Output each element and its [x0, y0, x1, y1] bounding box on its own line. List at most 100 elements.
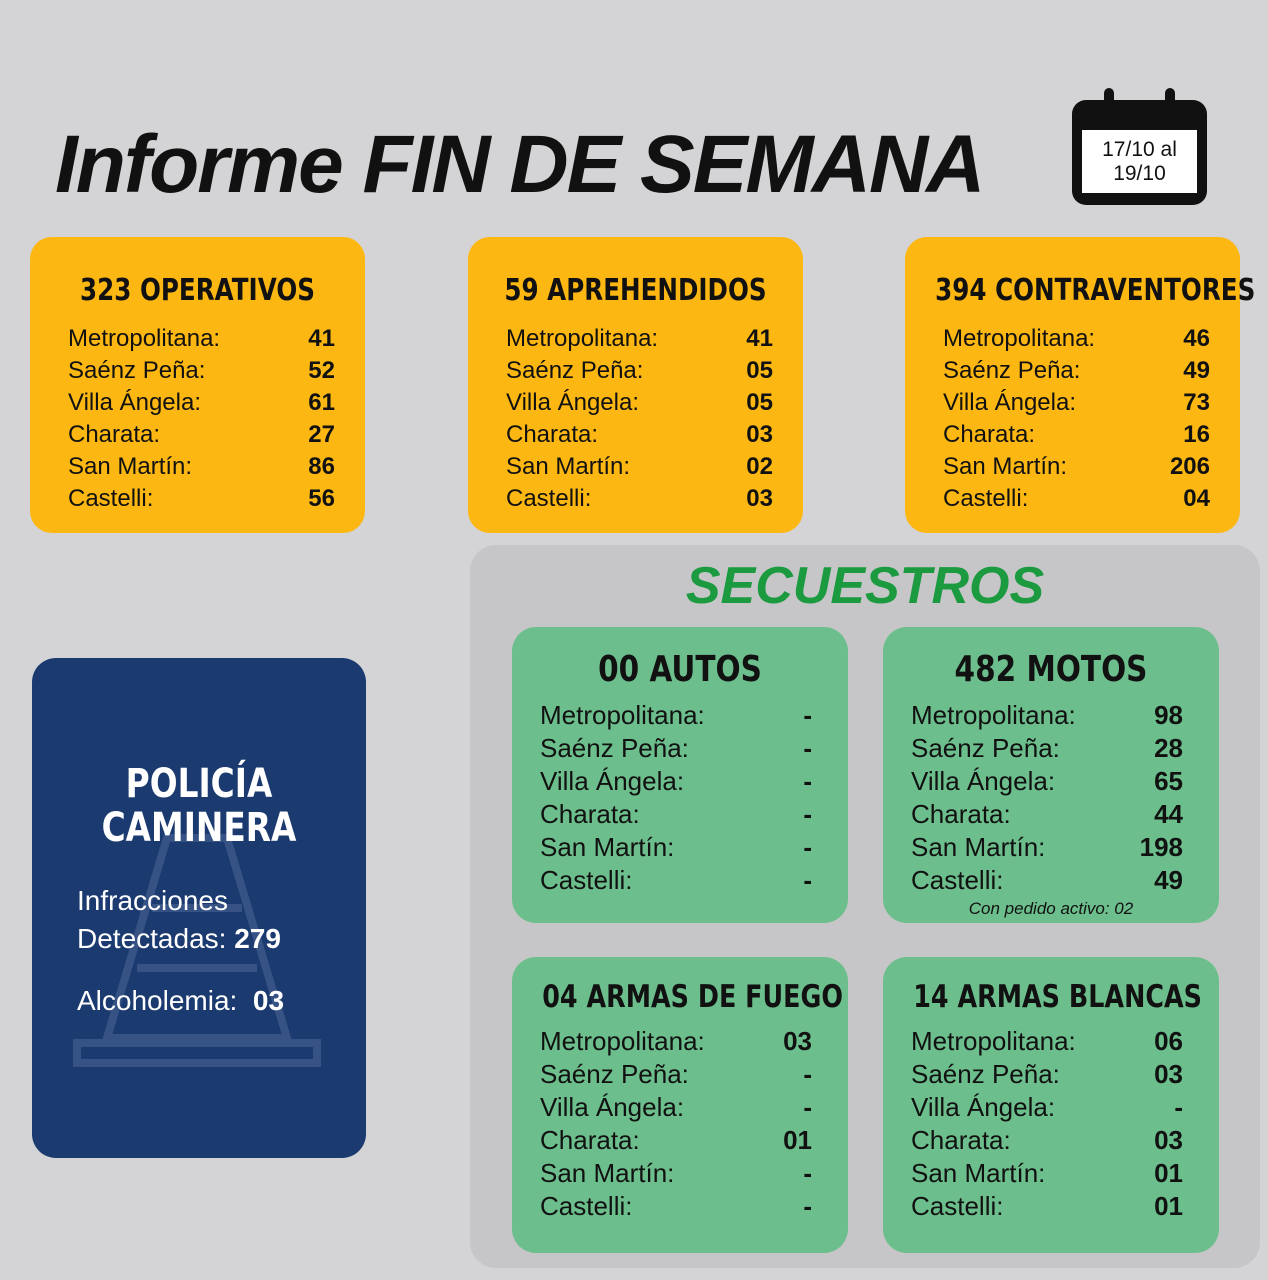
region-label: Charata: — [911, 1125, 1011, 1155]
region-value: - — [803, 1092, 812, 1122]
table-row: Metropolitana: 41 — [506, 323, 773, 355]
region-label: Villa Ángela: — [911, 1092, 1056, 1122]
region-value: 03 — [1154, 1059, 1183, 1089]
region-value: 49 — [1154, 865, 1183, 895]
region-label: Metropolitana: — [943, 325, 1096, 352]
card-header: 59 APREHENDIDOS — [504, 273, 767, 308]
title-normal: Informe — [55, 119, 363, 210]
table-row: Metropolitana: 06 — [911, 1025, 1183, 1058]
table-row: Saénz Peña: - — [540, 732, 812, 765]
region-value: 27 — [308, 421, 335, 448]
region-label: Villa Ángela: — [943, 389, 1076, 416]
region-label: Metropolitana: — [540, 700, 705, 730]
table-row: Charata: 03 — [911, 1124, 1183, 1157]
table-row: Villa Ángela: - — [540, 765, 812, 798]
region-value: 16 — [1183, 421, 1210, 448]
stat-card: 394 CONTRAVENTORES Metropolitana: 46 Saénz … — [905, 237, 1255, 533]
table-row: Villa Ángela: - — [911, 1091, 1183, 1124]
card-rows: Metropolitana: 98 Saénz Peña: 28 Villa Ángel… — [911, 699, 1183, 897]
region-label: San Martín: — [943, 453, 1068, 480]
table-row: San Martín: - — [540, 1157, 812, 1190]
card-rows: Metropolitana: 46 Saénz Peña: 49 Villa Ángel… — [943, 323, 1210, 515]
table-row: Saénz Peña: 49 — [943, 355, 1210, 387]
region-value: - — [803, 1191, 812, 1221]
region-value: 52 — [308, 357, 335, 384]
region-label: Castelli: — [68, 485, 154, 512]
card-rows: Metropolitana: 06 Saénz Peña: 03 Villa Ángel… — [911, 1025, 1183, 1223]
table-row: San Martín: 02 — [506, 451, 773, 483]
region-value: 01 — [1154, 1191, 1183, 1221]
calendar-icon: 17/10 al 19/10 — [1072, 88, 1207, 205]
table-row: Castelli: 01 — [911, 1190, 1183, 1223]
table-row: San Martín: - — [540, 831, 812, 864]
table-row: Charata: 16 — [943, 419, 1210, 451]
table-row: Saénz Peña: 52 — [68, 355, 335, 387]
traffic-cone-icon — [73, 834, 321, 1067]
stat-card: 323 OPERATIVOS Metropolitana: 41 Saénz Peña… — [30, 237, 365, 533]
region-label: Charata: — [540, 799, 640, 829]
region-value: 04 — [1183, 485, 1210, 512]
region-value: - — [803, 700, 812, 730]
region-value: 01 — [783, 1125, 812, 1155]
region-value: 06 — [1154, 1026, 1183, 1056]
table-row: Castelli: - — [540, 864, 812, 897]
region-value: 03 — [746, 485, 773, 512]
region-label: Castelli: — [540, 1191, 633, 1221]
card-rows: Metropolitana: 41 Saénz Peña: 52 Villa Ángel… — [68, 323, 335, 515]
infracciones-label: Infracciones — [77, 885, 228, 916]
active-warrant-note: Con pedido activo: 02 — [968, 899, 1134, 918]
table-row: Castelli: 56 — [68, 483, 335, 515]
table-row: Saénz Peña: - — [540, 1058, 812, 1091]
region-value: 03 — [1154, 1125, 1183, 1155]
table-row: Saénz Peña: 28 — [911, 732, 1183, 765]
alcoholemia-label: Alcoholemia: — [77, 985, 238, 1016]
detectadas-label: Detectadas: — [77, 923, 227, 954]
region-value: 02 — [746, 453, 773, 480]
region-value: 206 — [1169, 453, 1210, 480]
region-label: Villa Ángela: — [540, 766, 685, 796]
region-value: - — [803, 832, 812, 862]
table-row: Saénz Peña: 03 — [911, 1058, 1183, 1091]
card-header: 04 ARMAS DE FUEGO — [542, 979, 844, 1015]
region-label: Charata: — [943, 421, 1036, 448]
region-value: - — [803, 766, 812, 796]
region-label: Saénz Peña: — [540, 733, 689, 763]
region-label: Castelli: — [540, 865, 633, 895]
table-row: Charata: 27 — [68, 419, 335, 451]
region-label: San Martín: — [540, 832, 675, 862]
region-value: 03 — [746, 421, 773, 448]
region-value: 65 — [1154, 766, 1183, 796]
table-row: San Martín: 86 — [68, 451, 335, 483]
table-row: Metropolitana: 98 — [911, 699, 1183, 732]
card-header: 00 AUTOS — [598, 649, 762, 690]
region-label: San Martín: — [540, 1158, 675, 1188]
region-value: 98 — [1154, 700, 1183, 730]
table-row: San Martín: 206 — [943, 451, 1210, 483]
table-row: Charata: 44 — [911, 798, 1183, 831]
region-label: Villa Ángela: — [68, 389, 201, 416]
region-value: 56 — [308, 485, 335, 512]
region-label: Villa Ángela: — [506, 389, 639, 416]
date-range-start: 17/10 al — [1102, 137, 1177, 161]
region-label: Saénz Peña: — [506, 357, 644, 384]
card-rows: Metropolitana: 03 Saénz Peña: - Villa Ángela… — [540, 1025, 812, 1223]
table-row: Metropolitana: 41 — [68, 323, 335, 355]
secuestro-card: 04 ARMAS DE FUEGO Metropolitana: 03 Saénz P… — [512, 957, 848, 1253]
region-value: 46 — [1183, 325, 1210, 352]
table-row: Castelli: 49 — [911, 864, 1183, 897]
title-bold: FIN DE SEMANA — [362, 119, 985, 210]
stat-card: 59 APREHENDIDOS Metropolitana: 41 Saénz Peñ… — [468, 237, 803, 533]
region-value: 01 — [1154, 1158, 1183, 1188]
region-label: Metropolitana: — [911, 1026, 1076, 1056]
region-value: 86 — [308, 453, 335, 480]
alcoholemia-value: 03 — [252, 985, 285, 1016]
region-value: 73 — [1183, 389, 1210, 416]
region-label: Metropolitana: — [68, 325, 221, 352]
table-row: San Martín: 01 — [911, 1157, 1183, 1190]
table-row: Charata: 01 — [540, 1124, 812, 1157]
table-row: Villa Ángela: 05 — [506, 387, 773, 419]
region-label: San Martín: — [911, 832, 1046, 862]
region-label: Metropolitana: — [506, 325, 659, 352]
region-label: Villa Ángela: — [911, 766, 1056, 796]
